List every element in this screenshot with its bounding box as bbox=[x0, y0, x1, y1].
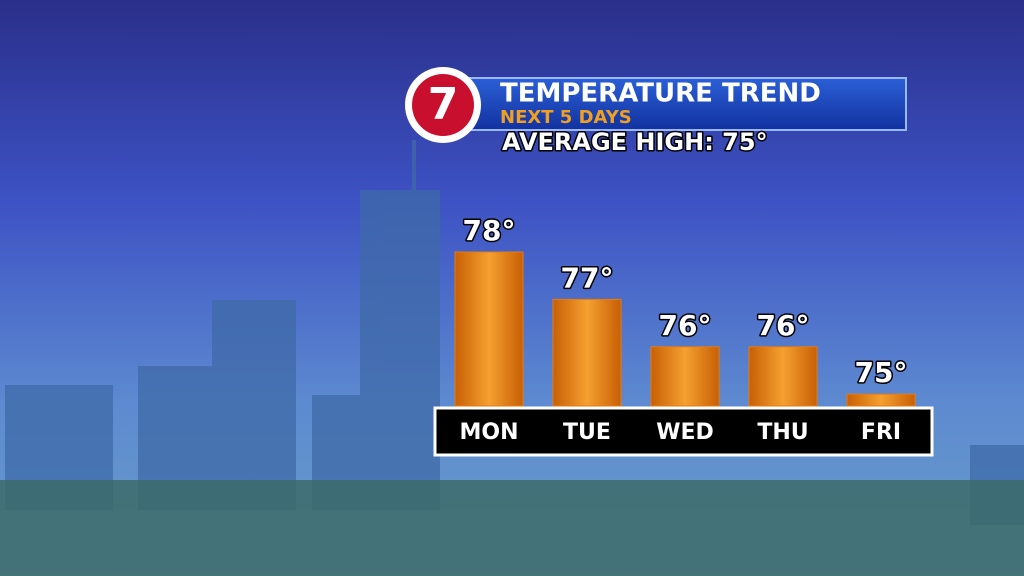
logo bbox=[412, 74, 474, 136]
value-label: 75° bbox=[855, 356, 908, 389]
bar bbox=[846, 393, 916, 407]
category-strip bbox=[433, 406, 934, 457]
x-tick-label: WED bbox=[656, 420, 714, 445]
bar bbox=[748, 346, 818, 407]
x-tick-label: FRI bbox=[861, 420, 901, 445]
annotation: AVERAGE HIGH: 75° bbox=[502, 128, 768, 156]
x-tick-label: THU bbox=[757, 420, 808, 445]
value-label: 76° bbox=[757, 309, 810, 342]
bar bbox=[552, 298, 622, 407]
chart-title: TEMPERATURE TREND bbox=[500, 79, 821, 109]
bar bbox=[454, 251, 524, 407]
value-label: 78° bbox=[463, 214, 516, 247]
title-banner bbox=[469, 77, 907, 131]
logo-text: 7 bbox=[428, 79, 459, 130]
x-tick-label: MON bbox=[459, 420, 518, 445]
chart-subtitle: NEXT 5 DAYS bbox=[500, 107, 632, 128]
value-label: 77° bbox=[561, 261, 614, 294]
value-label: 76° bbox=[659, 309, 712, 342]
trees bbox=[0, 480, 1024, 576]
x-tick-label: TUE bbox=[563, 420, 611, 445]
bar bbox=[650, 346, 720, 407]
